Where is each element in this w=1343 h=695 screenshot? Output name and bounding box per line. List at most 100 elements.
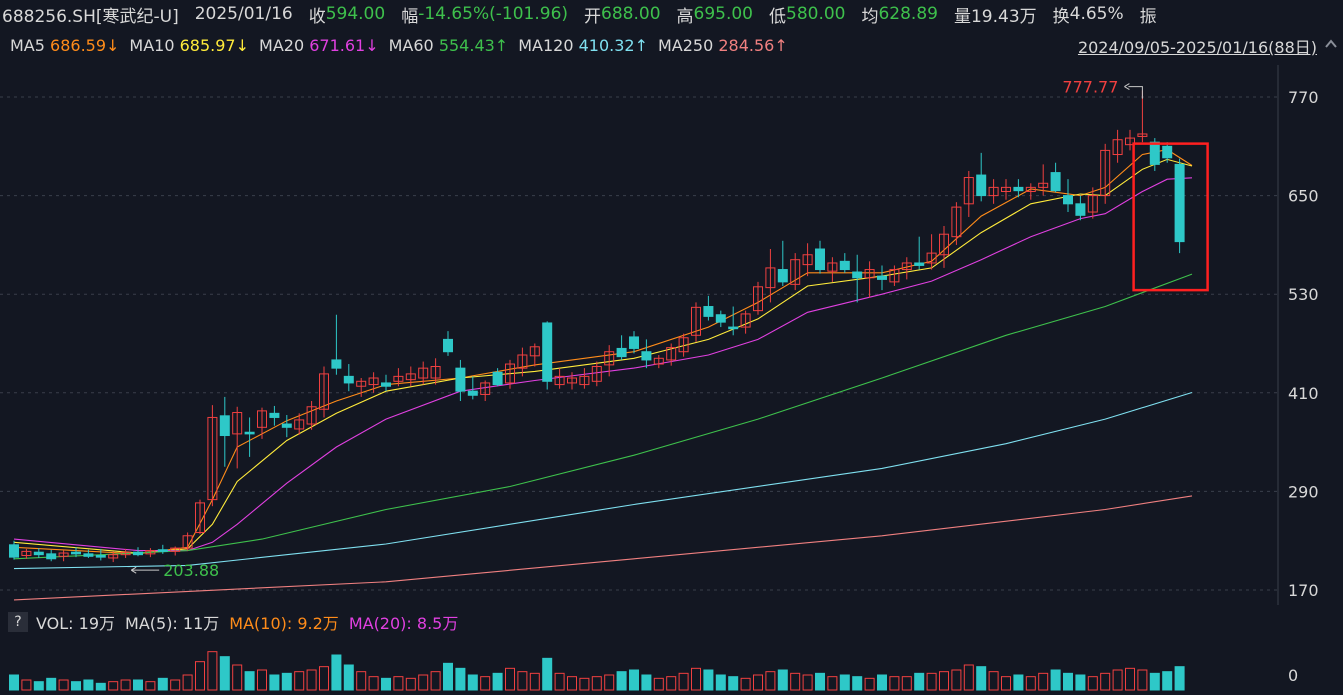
max-arrow-icon	[1124, 83, 1143, 99]
candle-body	[963, 177, 974, 205]
low-label: 低	[769, 6, 786, 27]
candle-body	[567, 377, 577, 384]
ma120-legend[interactable]: MA120 410.32↑	[518, 36, 648, 55]
candle-body	[195, 502, 205, 533]
candle	[244, 417, 255, 457]
collapse-icon[interactable]	[1323, 36, 1339, 52]
candle	[926, 234, 937, 270]
candle-body	[294, 419, 305, 430]
candle-body	[182, 535, 193, 549]
ma5-legend[interactable]: MA5 686.59↓	[10, 36, 119, 55]
volume-bar	[542, 657, 553, 691]
high-value: 695.00	[693, 4, 753, 24]
volume-bar	[331, 654, 342, 691]
volume-axis-zero: 0	[1288, 666, 1298, 685]
candle-body	[1125, 137, 1135, 146]
candle	[21, 548, 32, 559]
volume-bar	[232, 664, 243, 691]
candle-body	[108, 554, 119, 559]
volume-bar	[703, 669, 714, 691]
volume-bar	[802, 674, 813, 691]
price-tick-label: 530	[1288, 285, 1319, 304]
candle	[777, 240, 788, 286]
candle-body	[257, 410, 267, 428]
candle-body	[666, 347, 677, 361]
close-value: 594.00	[325, 4, 386, 24]
volume-bar	[765, 671, 776, 691]
candle	[703, 295, 714, 321]
candle-body	[269, 412, 280, 418]
ma250-legend[interactable]: MA250 284.56↑	[658, 36, 788, 55]
ma120-name: MA120	[518, 35, 574, 55]
volume-bar	[319, 666, 329, 691]
candle	[839, 253, 850, 273]
candle	[1063, 179, 1073, 213]
candle-body	[1038, 182, 1049, 188]
volume-bar	[1038, 672, 1049, 691]
ma60-line	[13, 273, 1193, 560]
volume-bar	[753, 674, 763, 691]
candle-body	[393, 375, 404, 382]
candle-body	[864, 269, 875, 279]
candle-body	[120, 551, 131, 556]
candle	[691, 302, 701, 342]
volume-bar	[505, 667, 515, 691]
candle-body	[839, 260, 850, 271]
candle-body	[517, 354, 528, 369]
candle	[1050, 162, 1061, 193]
candle	[728, 306, 739, 336]
date-range[interactable]: 2024/09/05-2025/01/16(88日)	[1077, 38, 1317, 57]
volume-bar	[1063, 672, 1073, 691]
candle-body	[430, 366, 441, 379]
volume-bar	[1013, 674, 1024, 691]
volume-bar	[368, 676, 379, 691]
volume-bar	[976, 666, 987, 691]
candle-body	[703, 306, 714, 317]
candle	[1100, 143, 1111, 204]
symbol-title[interactable]: 688256.SH[寒武纪-U]	[2, 6, 179, 27]
candle	[9, 540, 19, 560]
candle	[1162, 142, 1173, 163]
candle-body	[691, 306, 701, 336]
volume-chart[interactable]: 0	[0, 636, 1343, 695]
volume-bar	[33, 681, 44, 691]
ma60-name: MA60	[388, 35, 434, 55]
ma-lines	[13, 149, 1193, 601]
candle-body	[753, 286, 763, 312]
candle-body	[46, 553, 57, 560]
candle-body	[901, 262, 912, 271]
ma10-legend[interactable]: MA10 685.97↓	[129, 36, 249, 55]
candle	[1025, 183, 1036, 200]
candle	[405, 366, 416, 387]
ma60-legend[interactable]: MA60 554.43↑	[389, 36, 509, 55]
volume-bar	[71, 681, 81, 691]
candle-body	[405, 373, 416, 381]
candle	[257, 407, 267, 439]
candle	[802, 243, 813, 277]
candle	[827, 257, 838, 282]
candle	[157, 544, 168, 554]
volume-bar	[864, 677, 875, 691]
candle	[1174, 158, 1185, 254]
ma20-line	[13, 177, 1193, 552]
ma20-legend[interactable]: MA20 671.61↓	[259, 36, 379, 55]
change-label: 幅	[401, 6, 419, 27]
volume-bar	[9, 674, 19, 691]
candle	[133, 547, 143, 557]
ma60-value: 554.43↑	[438, 35, 509, 55]
candle	[83, 549, 94, 558]
volume-bar	[120, 679, 131, 691]
price-chart[interactable]: 770 650 530 410 290 170 777.77 203.88	[0, 60, 1343, 605]
volume-bar	[244, 671, 255, 691]
volume-bar	[1001, 676, 1011, 691]
candle-body	[319, 373, 329, 410]
candle	[542, 321, 553, 390]
ma5-value: 686.59↓	[50, 35, 120, 55]
help-icon[interactable]: ?	[8, 612, 28, 632]
volume-bar	[1100, 672, 1111, 691]
volume-bar	[430, 671, 441, 691]
low-value: 580.00	[786, 4, 846, 24]
candle	[393, 368, 404, 387]
candle-body	[1001, 186, 1011, 192]
candle	[58, 550, 69, 562]
